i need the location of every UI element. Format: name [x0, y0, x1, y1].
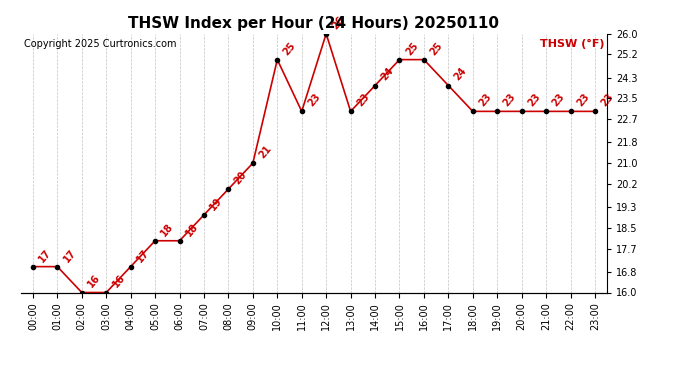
Text: 17: 17 [135, 247, 151, 264]
Text: 17: 17 [61, 247, 78, 264]
Text: 19: 19 [208, 195, 224, 212]
Text: 26: 26 [331, 14, 346, 31]
Text: 23: 23 [550, 92, 566, 109]
Text: 18: 18 [184, 221, 200, 238]
Text: 23: 23 [575, 92, 591, 109]
Text: THSW (°F): THSW (°F) [540, 39, 604, 49]
Text: 23: 23 [526, 92, 542, 109]
Text: 23: 23 [599, 92, 615, 109]
Text: 16: 16 [86, 273, 102, 290]
Text: 21: 21 [257, 144, 273, 160]
Text: 16: 16 [110, 273, 127, 290]
Text: 23: 23 [477, 92, 493, 109]
Text: 25: 25 [404, 40, 420, 57]
Text: 23: 23 [306, 92, 322, 109]
Text: Copyright 2025 Curtronics.com: Copyright 2025 Curtronics.com [23, 39, 176, 49]
Text: 18: 18 [159, 221, 176, 238]
Text: 25: 25 [282, 40, 298, 57]
Text: 24: 24 [453, 66, 469, 83]
Text: 23: 23 [502, 92, 518, 109]
Title: THSW Index per Hour (24 Hours) 20250110: THSW Index per Hour (24 Hours) 20250110 [128, 16, 500, 31]
Text: 23: 23 [355, 92, 371, 109]
Text: 17: 17 [37, 247, 53, 264]
Text: 24: 24 [380, 66, 395, 83]
Text: 20: 20 [233, 170, 249, 186]
Text: 25: 25 [428, 40, 444, 57]
